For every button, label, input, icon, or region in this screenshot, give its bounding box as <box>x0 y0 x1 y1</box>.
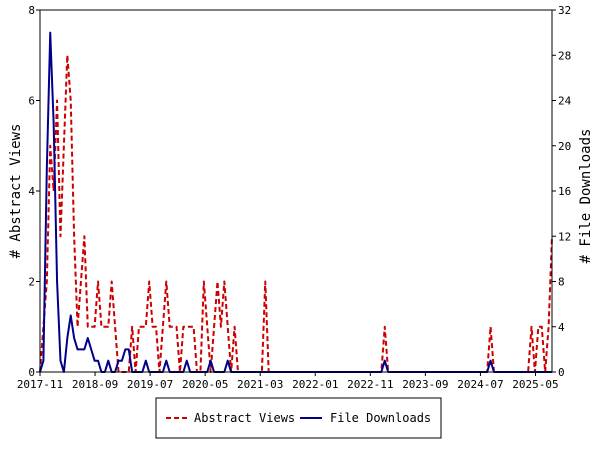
left-axis: 0 2 4 6 8 <box>28 4 40 379</box>
legend-label-abstract-views: Abstract Views <box>194 411 295 425</box>
left-tick-label: 6 <box>28 95 35 108</box>
right-tick-label: 20 <box>558 140 571 153</box>
legend-box <box>155 397 442 439</box>
right-axis-label: # File Downloads <box>578 129 594 264</box>
left-tick-label: 2 <box>28 276 35 289</box>
right-tick-label: 8 <box>558 276 565 289</box>
right-tick-label: 12 <box>558 230 571 243</box>
left-axis-label: # Abstract Views <box>8 124 24 259</box>
x-tick-label: 2021-03 <box>237 378 283 391</box>
x-tick-label: 2018-09 <box>72 378 118 391</box>
left-tick-label: 8 <box>28 4 35 17</box>
x-tick-label: 2025-05 <box>512 378 558 391</box>
left-tick-label: 0 <box>28 366 35 379</box>
x-axis: 2017-11 2018-09 2019-07 2020-05 2021-03 2022-… <box>17 372 559 391</box>
right-tick-label: 28 <box>558 49 571 62</box>
x-tick-label: 2023-09 <box>402 378 448 391</box>
x-tick-label: 2017-11 <box>17 378 63 391</box>
left-tick-label: 4 <box>28 185 35 198</box>
legend-label-file-downloads: File Downloads <box>330 411 431 425</box>
x-tick-label: 2019-07 <box>127 378 173 391</box>
right-tick-label: 0 <box>558 366 565 379</box>
x-tick-label: 2022-11 <box>347 378 393 391</box>
legend: Abstract Views File Downloads <box>155 397 442 439</box>
right-tick-label: 4 <box>558 321 565 334</box>
x-tick-label: 2024-07 <box>457 378 503 391</box>
x-tick-label: 2022-01 <box>292 378 338 391</box>
right-tick-label: 16 <box>558 185 571 198</box>
x-tick-label: 2020-05 <box>182 378 228 391</box>
right-axis: 0 4 8 12 16 20 24 28 32 <box>552 4 572 379</box>
right-tick-label: 32 <box>558 4 571 17</box>
right-tick-label: 24 <box>558 95 572 108</box>
